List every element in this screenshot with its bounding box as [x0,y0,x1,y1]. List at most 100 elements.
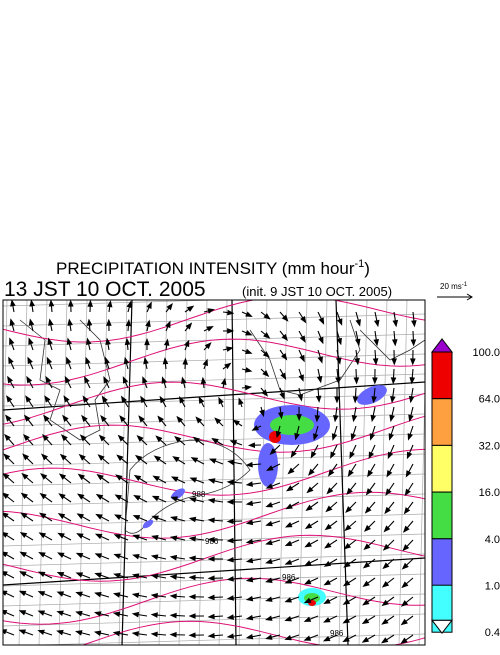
wind-head [188,306,193,311]
wind-head [371,415,375,420]
wind-head [299,375,303,380]
grid-line [459,300,467,645]
wind-head [412,321,416,326]
wind-head [58,611,63,615]
wind-head [324,637,329,641]
wind-head [363,638,368,642]
wind-head [374,340,378,345]
grid-line [219,300,227,645]
wind-head [210,459,215,463]
colorbar-segment [432,492,452,539]
wind-head [171,633,176,637]
wind-head [332,434,336,439]
wind-head [239,399,243,404]
wind-head [21,552,26,556]
wind-head [370,434,374,439]
wind-head [405,490,409,495]
wind-head [135,476,140,480]
wind-head [335,397,339,402]
wind-head [10,339,14,344]
wind-head [208,309,213,313]
grid-line [199,300,207,645]
wind-head [287,486,292,490]
wind-head [171,517,176,521]
isobar-label: 986 [330,629,344,638]
wind-head [154,476,159,480]
wind-head [20,611,25,615]
wind-head [1,630,6,634]
wind-head [134,535,139,539]
wind-head [228,615,233,619]
wind-head [133,632,138,636]
colorbar-segment [432,399,452,446]
wind-head [78,494,83,498]
wind-head [47,358,51,363]
colorbar-label: 1.0 [485,581,500,593]
wind-head [115,574,120,578]
wind-head [408,434,412,439]
wind-head [134,555,139,559]
wind-head [355,359,359,364]
wind-head [209,518,214,522]
wind-head [96,593,101,597]
wind-head [286,542,291,546]
wind-head [319,337,323,342]
wind-head [351,434,355,439]
wind-head [402,639,407,644]
wind-head [143,378,147,383]
wind-head [97,495,102,499]
wind-head [344,600,349,604]
wind-head [373,378,377,383]
wind-head [28,358,32,363]
wind-head [228,577,233,581]
wind-head [219,398,223,403]
wind-head [389,434,393,439]
wind-head [46,377,50,382]
colorbar-over [432,339,452,352]
wind-head [229,460,234,464]
colorbar-label: 16.0 [479,487,500,499]
wind-head [83,397,87,402]
colorbar: 100.064.032.016.04.01.00.4 [432,339,500,639]
wind-head [227,347,232,351]
wind-head [338,319,342,324]
wind-head [391,397,395,402]
vector-key-arrow [437,294,472,300]
grid-line [379,300,387,645]
wind-head [300,356,304,361]
wind-head [191,478,196,482]
wind-head [356,339,360,344]
wind-head [69,301,73,306]
wind-head [247,540,252,544]
wind-head [105,358,109,363]
wind-head [171,556,176,560]
wind-head [144,358,148,363]
wind-head [40,533,45,537]
wind-head [267,560,272,564]
vector-key-text: 20 ms [440,282,462,291]
wind-head [77,553,82,557]
wind-head [68,320,72,325]
wind-head [20,630,25,634]
wind-head [171,575,176,579]
wind-head [87,339,91,344]
colorbar-bottom [432,585,452,620]
wind-head [190,576,195,580]
colorbar-segment [432,445,452,492]
colorbar-segment [432,539,452,586]
isobar-label: 986 [282,573,296,582]
wind-head [209,634,214,638]
wind-head [45,396,49,401]
wind-head [58,631,63,635]
wind-head [209,499,214,503]
wind-head [87,320,91,325]
wind-head [49,301,53,306]
wind-head [266,616,271,620]
colorbar-label: 0.4 [485,627,500,639]
wind-head [27,377,31,382]
wind-head [133,613,138,617]
wind-head [228,539,233,543]
wind-head [353,397,357,402]
wind-head [286,617,291,621]
wind-head [306,524,311,528]
